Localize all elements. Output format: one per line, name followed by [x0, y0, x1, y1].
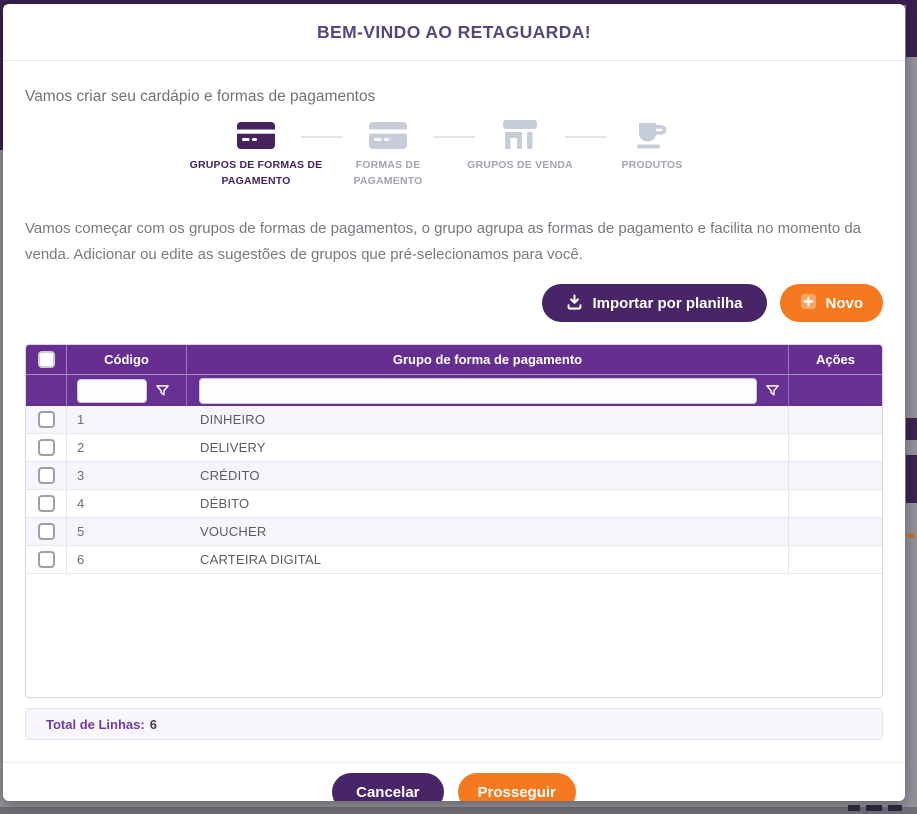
step-formas-de-pagamento[interactable]: FORMAS DE PAGAMENTO [343, 119, 433, 190]
row-group-cell: CARTEIRA DIGITAL [200, 552, 322, 567]
row-checkbox-cell [26, 406, 67, 433]
new-button-label: Novo [825, 294, 864, 312]
row-code-cell: 1 [77, 412, 85, 427]
modal-title: BEM-VINDO AO RETAGUARDA! [316, 21, 592, 42]
select-all-cell [26, 345, 67, 374]
table-row[interactable]: 1 DINHEIRO [26, 406, 882, 434]
row-checkbox-cell [26, 462, 67, 489]
backdrop-fragment [906, 455, 917, 503]
total-rows-value: 6 [149, 716, 157, 732]
table-row[interactable]: 6 CARTEIRA DIGITAL [26, 546, 882, 574]
step-grupos-de-venda[interactable]: GRUPOS DE VENDA [467, 119, 573, 174]
step-connector [301, 136, 343, 138]
backdrop-fragment [906, 418, 917, 440]
grupo-filter-input[interactable] [199, 377, 757, 404]
backdrop-fragment [888, 805, 902, 811]
coffee-cup-icon [636, 119, 668, 151]
row-checkbox[interactable] [37, 439, 55, 456]
step-label: FORMAS DE PAGAMENTO [353, 159, 423, 187]
row-group-cell: DÉBITO [200, 496, 250, 511]
step-label: PRODUTOS [621, 159, 683, 171]
row-actions-cell [788, 434, 882, 461]
new-button[interactable]: Novo [779, 284, 883, 322]
row-actions-cell [788, 406, 882, 433]
plus-square-icon [800, 293, 817, 314]
row-actions-cell [788, 518, 882, 545]
credit-card-icon [237, 119, 275, 151]
credit-card-icon [369, 119, 407, 151]
row-checkbox-cell [26, 490, 67, 517]
row-code-cell: 3 [77, 468, 85, 483]
select-all-checkbox[interactable] [37, 351, 55, 368]
backdrop-left-strip [0, 0, 4, 150]
row-checkbox-cell [26, 434, 67, 461]
row-code-cell: 2 [77, 440, 85, 455]
row-code-cell: 5 [77, 524, 85, 539]
download-icon [566, 293, 583, 314]
row-code-cell: 6 [77, 552, 85, 567]
table-row[interactable]: 4 DÉBITO [26, 490, 882, 518]
step-connector [433, 136, 475, 138]
row-checkbox-cell [26, 546, 67, 573]
filter-funnel-icon[interactable] [155, 383, 170, 398]
filter-checkbox-cell [26, 375, 67, 406]
setup-stepper: GRUPOS DE FORMAS DE PAGAMENTO FORMAS DE … [25, 119, 883, 190]
backdrop-bottom-strip [0, 807, 917, 814]
backdrop-right-strip [906, 0, 917, 57]
backdrop-fragment [848, 805, 860, 811]
table-filter-row [26, 375, 882, 406]
import-button-label: Importar por planilha [592, 294, 743, 312]
column-header-grupo[interactable]: Grupo de forma de pagamento [392, 352, 583, 367]
row-group-cell: DELIVERY [200, 440, 266, 455]
store-icon [503, 119, 537, 151]
step-connector [565, 136, 607, 138]
row-actions-cell [788, 546, 882, 573]
codigo-filter-input[interactable] [77, 378, 147, 403]
backdrop-fragment [908, 533, 915, 538]
filter-acoes-cell [788, 375, 882, 406]
row-actions-cell [788, 490, 882, 517]
row-checkbox-cell [26, 518, 67, 545]
table-body: 1 DINHEIRO 2 DELIVERY 3 CRÉDITO 4 DÉBITO… [26, 406, 882, 697]
table-actions-row: Importar por planilha Novo [25, 284, 883, 322]
modal-content: Vamos criar seu cardápio e formas de pag… [3, 61, 905, 740]
row-group-cell: DINHEIRO [200, 412, 266, 427]
row-checkbox[interactable] [37, 551, 55, 568]
proceed-button[interactable]: Prosseguir [457, 773, 576, 801]
cancel-button[interactable]: Cancelar [332, 773, 444, 801]
table-total-bar: Total de Linhas: 6 [25, 708, 883, 740]
modal-header: BEM-VINDO AO RETAGUARDA! [3, 4, 905, 61]
row-group-cell: CRÉDITO [200, 468, 260, 483]
intro-text: Vamos criar seu cardápio e formas de pag… [25, 88, 376, 105]
description-text: Vamos começar com os grupos de formas de… [25, 219, 862, 263]
row-checkbox[interactable] [37, 467, 55, 484]
backdrop-fragment [866, 805, 882, 811]
import-spreadsheet-button[interactable]: Importar por planilha [542, 284, 767, 322]
backdrop-top-strip [0, 0, 917, 5]
table-header-row: Código Grupo de forma de pagamento Ações [26, 345, 882, 375]
step-label: GRUPOS DE VENDA [467, 159, 573, 171]
row-checkbox[interactable] [37, 523, 55, 540]
column-header-codigo[interactable]: Código [67, 345, 187, 374]
welcome-modal: BEM-VINDO AO RETAGUARDA! Vamos criar seu… [3, 4, 905, 801]
total-rows-label: Total de Linhas: [46, 716, 145, 732]
column-header-acoes: Ações [788, 345, 882, 374]
table-row[interactable]: 5 VOUCHER [26, 518, 882, 546]
row-checkbox[interactable] [37, 411, 55, 428]
filter-codigo-cell [67, 375, 187, 406]
row-code-cell: 4 [77, 496, 85, 511]
step-label: GRUPOS DE FORMAS DE PAGAMENTO [189, 159, 323, 187]
row-checkbox[interactable] [37, 495, 55, 512]
step-produtos[interactable]: PRODUTOS [607, 119, 697, 174]
payment-groups-table: Código Grupo de forma de pagamento Ações [25, 344, 883, 698]
modal-footer: Cancelar Prosseguir [3, 762, 905, 801]
step-grupos-de-formas-de-pagamento[interactable]: GRUPOS DE FORMAS DE PAGAMENTO [190, 119, 322, 190]
table-row[interactable]: 2 DELIVERY [26, 434, 882, 462]
table-row[interactable]: 3 CRÉDITO [26, 462, 882, 490]
row-actions-cell [788, 462, 882, 489]
filter-funnel-icon[interactable] [765, 383, 780, 398]
filter-grupo-cell [187, 377, 788, 404]
row-group-cell: VOUCHER [200, 524, 267, 539]
